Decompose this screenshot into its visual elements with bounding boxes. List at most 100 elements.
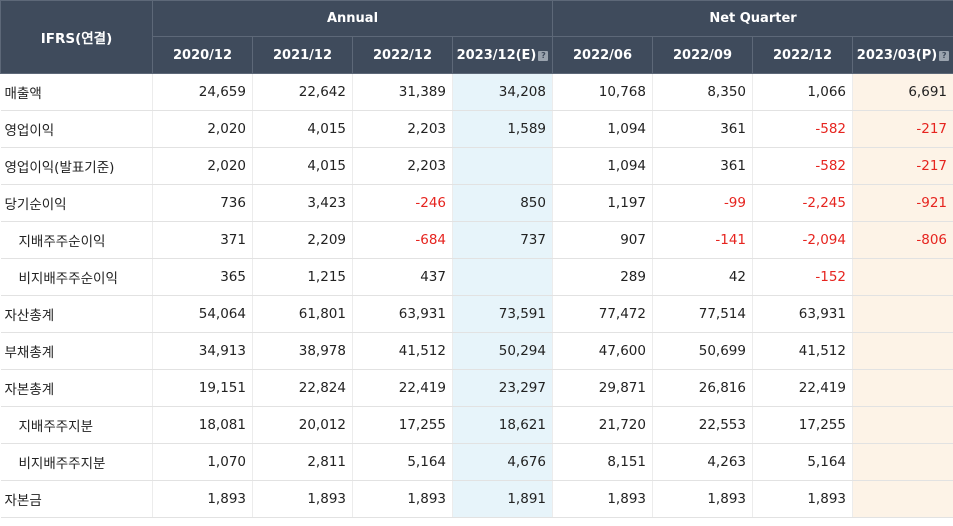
value-cell: -217 <box>852 147 953 185</box>
net-quarter-group-header: Net Quarter <box>552 0 953 37</box>
header-group-row: IFRS(연결) Annual Net Quarter <box>0 0 953 74</box>
value-cell: 1,215 <box>252 258 353 296</box>
value-cell: 23,297 <box>452 369 553 407</box>
value-cell: 2,020 <box>152 110 253 148</box>
table-row: 지배주주순이익 371 2,209 -684 737 907 -141 -2,094 -806 <box>0 221 953 259</box>
value-cell: 77,472 <box>552 295 653 333</box>
period-header-row: 2020/12 2021/12 2022/12 2023/12(E)? 2022/06 2… <box>1 36 953 74</box>
period-header: 2022/06 <box>552 36 653 74</box>
period-header: 2020/12 <box>152 36 253 74</box>
value-cell: -152 <box>752 258 853 296</box>
value-cell: 1,197 <box>552 184 653 222</box>
value-cell: 22,419 <box>352 369 453 407</box>
row-label: 자본금 <box>0 480 153 518</box>
value-cell <box>852 295 953 333</box>
table-row: 비지배주주순이익 365 1,215 437 289 42 -152 <box>0 258 953 296</box>
value-cell: 1,070 <box>152 443 253 481</box>
value-cell: -217 <box>852 110 953 148</box>
value-cell: 5,164 <box>352 443 453 481</box>
table-row: 자본금 1,893 1,893 1,893 1,891 1,893 1,893 1,893 <box>0 480 953 518</box>
info-icon[interactable]: ? <box>538 50 549 61</box>
value-cell: 2,811 <box>252 443 353 481</box>
value-cell: 736 <box>152 184 253 222</box>
value-cell <box>852 258 953 296</box>
value-cell: 47,600 <box>552 332 653 370</box>
value-cell: 61,801 <box>252 295 353 333</box>
value-cell: 18,081 <box>152 406 253 444</box>
row-label: 자본총계 <box>0 369 153 407</box>
table-header: IFRS(연결) Annual Net Quarter 2020/12 2021/… <box>0 0 953 74</box>
value-cell: 6,691 <box>852 73 953 111</box>
value-cell: 50,699 <box>652 332 753 370</box>
table-row: 부채총계 34,913 38,978 41,512 50,294 47,600 50,699… <box>0 332 953 370</box>
value-cell: 17,255 <box>352 406 453 444</box>
value-cell: -2,094 <box>752 221 853 259</box>
value-cell: 34,208 <box>452 73 553 111</box>
value-cell: 3,423 <box>252 184 353 222</box>
period-label: 2022/12 <box>372 47 433 63</box>
period-label: 2023/12(E) <box>456 47 537 63</box>
value-cell: 361 <box>652 110 753 148</box>
value-cell: 34,913 <box>152 332 253 370</box>
value-cell: 22,419 <box>752 369 853 407</box>
info-icon[interactable]: ? <box>939 50 950 61</box>
value-cell: 26,816 <box>652 369 753 407</box>
row-label: 부채총계 <box>0 332 153 370</box>
period-header: 2023/03(P)? <box>852 36 953 74</box>
value-cell: 4,263 <box>652 443 753 481</box>
value-cell: 77,514 <box>652 295 753 333</box>
value-cell: 4,676 <box>452 443 553 481</box>
value-cell: 22,824 <box>252 369 353 407</box>
value-cell <box>452 258 553 296</box>
period-header: 2022/09 <box>652 36 753 74</box>
table-row: 당기순이익 736 3,423 -246 850 1,197 -99 -2,245 -921 <box>0 184 953 222</box>
value-cell: 18,621 <box>452 406 553 444</box>
value-cell: 850 <box>452 184 553 222</box>
value-cell: -2,245 <box>752 184 853 222</box>
table-row: 자산총계 54,064 61,801 63,931 73,591 77,472 77,514… <box>0 295 953 333</box>
value-cell: 371 <box>152 221 253 259</box>
value-cell: -582 <box>752 147 853 185</box>
value-cell: 31,389 <box>352 73 453 111</box>
period-label: 2022/06 <box>572 47 633 63</box>
value-cell: 8,151 <box>552 443 653 481</box>
value-cell: 289 <box>552 258 653 296</box>
table-row: 비지배주주지분 1,070 2,811 5,164 4,676 8,151 4,263 5,1… <box>0 443 953 481</box>
value-cell: 2,209 <box>252 221 353 259</box>
row-label: 매출액 <box>0 73 153 111</box>
value-cell: 1,893 <box>252 480 353 518</box>
period-header: 2022/12 <box>752 36 853 74</box>
value-cell: 41,512 <box>752 332 853 370</box>
value-cell: 73,591 <box>452 295 553 333</box>
value-cell: 1,094 <box>552 147 653 185</box>
value-cell <box>852 443 953 481</box>
table-row: 영업이익(발표기준) 2,020 4,015 2,203 1,094 361 -582 -21… <box>0 147 953 185</box>
value-cell: 8,350 <box>652 73 753 111</box>
period-label: 2023/03(P) <box>856 47 938 63</box>
value-cell: -99 <box>652 184 753 222</box>
annual-group-header: Annual <box>152 0 553 37</box>
row-label: 비지배주주지분 <box>0 443 153 481</box>
value-cell: 10,768 <box>552 73 653 111</box>
period-label: 2022/12 <box>772 47 833 63</box>
value-cell: 42 <box>652 258 753 296</box>
value-cell: 22,642 <box>252 73 353 111</box>
period-header: 2021/12 <box>252 36 353 74</box>
row-label: 지배주주지분 <box>0 406 153 444</box>
value-cell: 63,931 <box>352 295 453 333</box>
value-cell: 38,978 <box>252 332 353 370</box>
value-cell: 737 <box>452 221 553 259</box>
table-row: 영업이익 2,020 4,015 2,203 1,589 1,094 361 -582 -217 <box>0 110 953 148</box>
value-cell: 2,020 <box>152 147 253 185</box>
period-header: 2022/12 <box>352 36 453 74</box>
value-cell: 1,094 <box>552 110 653 148</box>
value-cell: 2,203 <box>352 110 453 148</box>
value-cell: 41,512 <box>352 332 453 370</box>
period-header: 2023/12(E)? <box>452 36 553 74</box>
period-label: 2022/09 <box>672 47 733 63</box>
row-label: 영업이익(발표기준) <box>0 147 153 185</box>
value-cell: 1,589 <box>452 110 553 148</box>
value-cell: 5,164 <box>752 443 853 481</box>
value-cell: 4,015 <box>252 110 353 148</box>
row-label-header: IFRS(연결) <box>0 0 153 74</box>
